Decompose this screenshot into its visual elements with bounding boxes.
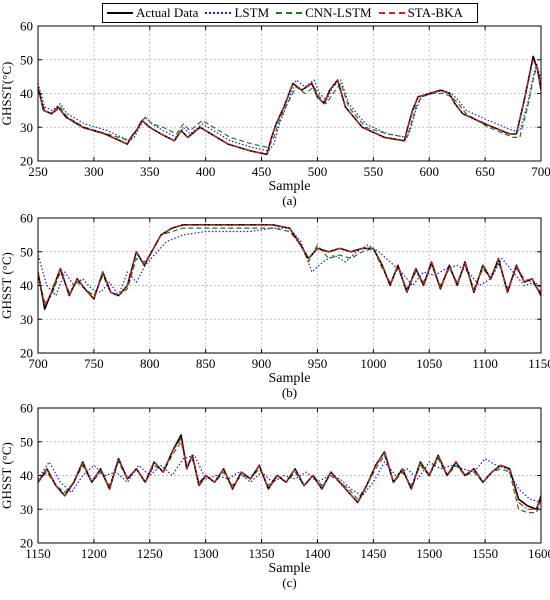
legend-label: LSTM [234, 5, 270, 20]
series-line-lstm [38, 62, 541, 152]
series-line-actual [38, 434, 541, 511]
x-tick-label: 850 [196, 356, 216, 371]
x-tick-label: 900 [252, 356, 272, 371]
series-line-lstm [38, 454, 541, 504]
x-tick-label: 1450 [360, 546, 386, 561]
x-tick-label: 1150 [25, 546, 51, 561]
x-tick-label: 600 [419, 164, 439, 179]
x-tick-label: 500 [308, 164, 328, 179]
x-tick-label: 1550 [472, 546, 498, 561]
x-tick-label: 700 [531, 164, 550, 179]
x-axis-label: Sample [269, 561, 311, 576]
x-tick-label: 450 [252, 164, 272, 179]
plot-frame [37, 217, 542, 354]
panel-caption: (c) [282, 575, 296, 590]
y-tick-label: 60 [20, 19, 33, 34]
legend-label: CNN-LSTM [305, 5, 372, 20]
x-axis-label: Sample [269, 371, 311, 386]
x-tick-label: 750 [84, 356, 104, 371]
legend-item-sta-bka: STA-BKA [378, 5, 463, 21]
chart-panel-1: 250 300 350 400 450 500 550 600 650 700 20 30 40 50 60… [0, 19, 550, 209]
y-axis-label: GHSST (°C) [0, 442, 14, 509]
x-tick-label: 550 [364, 164, 384, 179]
x-tick-label: 700 [28, 356, 48, 371]
panel-caption: (b) [282, 385, 297, 400]
y-tick-label: 30 [20, 120, 33, 135]
x-tick-label: 800 [140, 356, 160, 371]
x-tick-label: 1100 [472, 356, 498, 371]
series-line-lstm [38, 227, 541, 297]
chart-panel-2: 700 750 800 850 900 950 1000 1050 1100 1150 20 30 40… [0, 211, 550, 401]
x-tick-label: 1300 [193, 546, 219, 561]
panel-caption: (a) [282, 193, 296, 208]
x-tick-label: 1050 [416, 356, 442, 371]
legend: Actual Data LSTM CNN-LSTM STA-BKA [102, 3, 478, 23]
y-axis-label: GHSST(°C) [0, 62, 14, 126]
x-tick-label: 1500 [416, 546, 442, 561]
legend-swatch-cnn-lstm [276, 12, 303, 14]
series-line-sta-bka [38, 59, 541, 155]
x-tick-label: 1250 [137, 546, 163, 561]
y-tick-label: 40 [20, 468, 33, 483]
legend-swatch-lstm [205, 12, 232, 14]
x-axis-label: Sample [269, 179, 311, 194]
y-tick-label: 30 [20, 312, 33, 327]
y-tick-label: 60 [20, 211, 33, 226]
y-tick-label: 30 [20, 502, 33, 517]
series-line-actual [38, 55, 541, 156]
y-axis-label: GHSST (°C) [0, 252, 14, 319]
series-line-cnn-lstm [38, 65, 541, 149]
x-tick-label: 1000 [360, 356, 386, 371]
y-tick-label: 40 [20, 278, 33, 293]
x-tick-label: 1200 [81, 546, 107, 561]
x-tick-label: 350 [140, 164, 160, 179]
chart-panel-3: 1150 1200 1250 1300 1350 1400 1450 1500 1550 1600… [0, 401, 550, 591]
legend-label: Actual Data [136, 5, 199, 20]
x-tick-label: 1600 [528, 546, 550, 561]
x-tick-label: 950 [308, 356, 328, 371]
y-tick-label: 20 [20, 346, 33, 361]
y-tick-label: 50 [20, 52, 33, 67]
y-tick-label: 20 [20, 536, 33, 551]
legend-label: STA-BKA [407, 5, 463, 20]
legend-swatch-actual [107, 12, 133, 14]
x-tick-label: 1150 [528, 356, 550, 371]
y-tick-label: 50 [20, 244, 33, 259]
series-line-sta-bka [38, 437, 541, 510]
legend-item-cnn-lstm: CNN-LSTM [276, 5, 372, 21]
y-tick-label: 60 [20, 401, 33, 416]
y-tick-label: 20 [20, 154, 33, 169]
legend-item-lstm: LSTM [205, 5, 269, 21]
y-tick-label: 40 [20, 86, 33, 101]
x-tick-label: 1350 [249, 546, 275, 561]
x-tick-label: 1400 [304, 546, 330, 561]
x-tick-label: 300 [84, 164, 104, 179]
y-tick-label: 50 [20, 434, 33, 449]
x-tick-label: 400 [196, 164, 216, 179]
x-tick-label: 650 [475, 164, 495, 179]
x-tick-label: 250 [28, 164, 48, 179]
legend-swatch-sta-bka [378, 12, 405, 14]
legend-item-actual: Actual Data [107, 5, 198, 21]
series-line-sta-bka [38, 224, 541, 307]
